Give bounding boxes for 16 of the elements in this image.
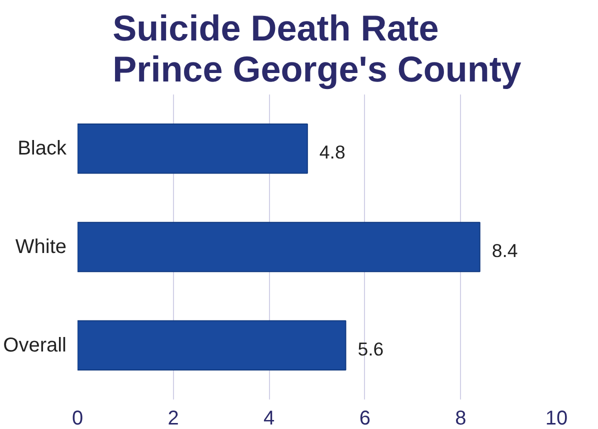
bar (78, 124, 308, 174)
chart-title: Suicide Death Rate Prince George's County (112, 8, 522, 90)
x-tick-label: 4 (264, 408, 275, 429)
data-label: 4.8 (319, 142, 346, 163)
x-tick-label: 2 (168, 408, 179, 429)
y-tick-label: Overall (3, 334, 67, 356)
data-label: 8.4 (492, 240, 518, 261)
x-tick-label: 0 (72, 408, 84, 429)
x-tick-label: 6 (359, 408, 370, 429)
x-tick-label: 10 (545, 408, 568, 429)
x-tick-label: 8 (455, 408, 466, 429)
data-label: 5.6 (358, 338, 384, 360)
bar (78, 320, 346, 370)
bar (78, 222, 480, 272)
y-tick-label: White (15, 236, 66, 258)
y-tick-label: Black (18, 138, 68, 160)
